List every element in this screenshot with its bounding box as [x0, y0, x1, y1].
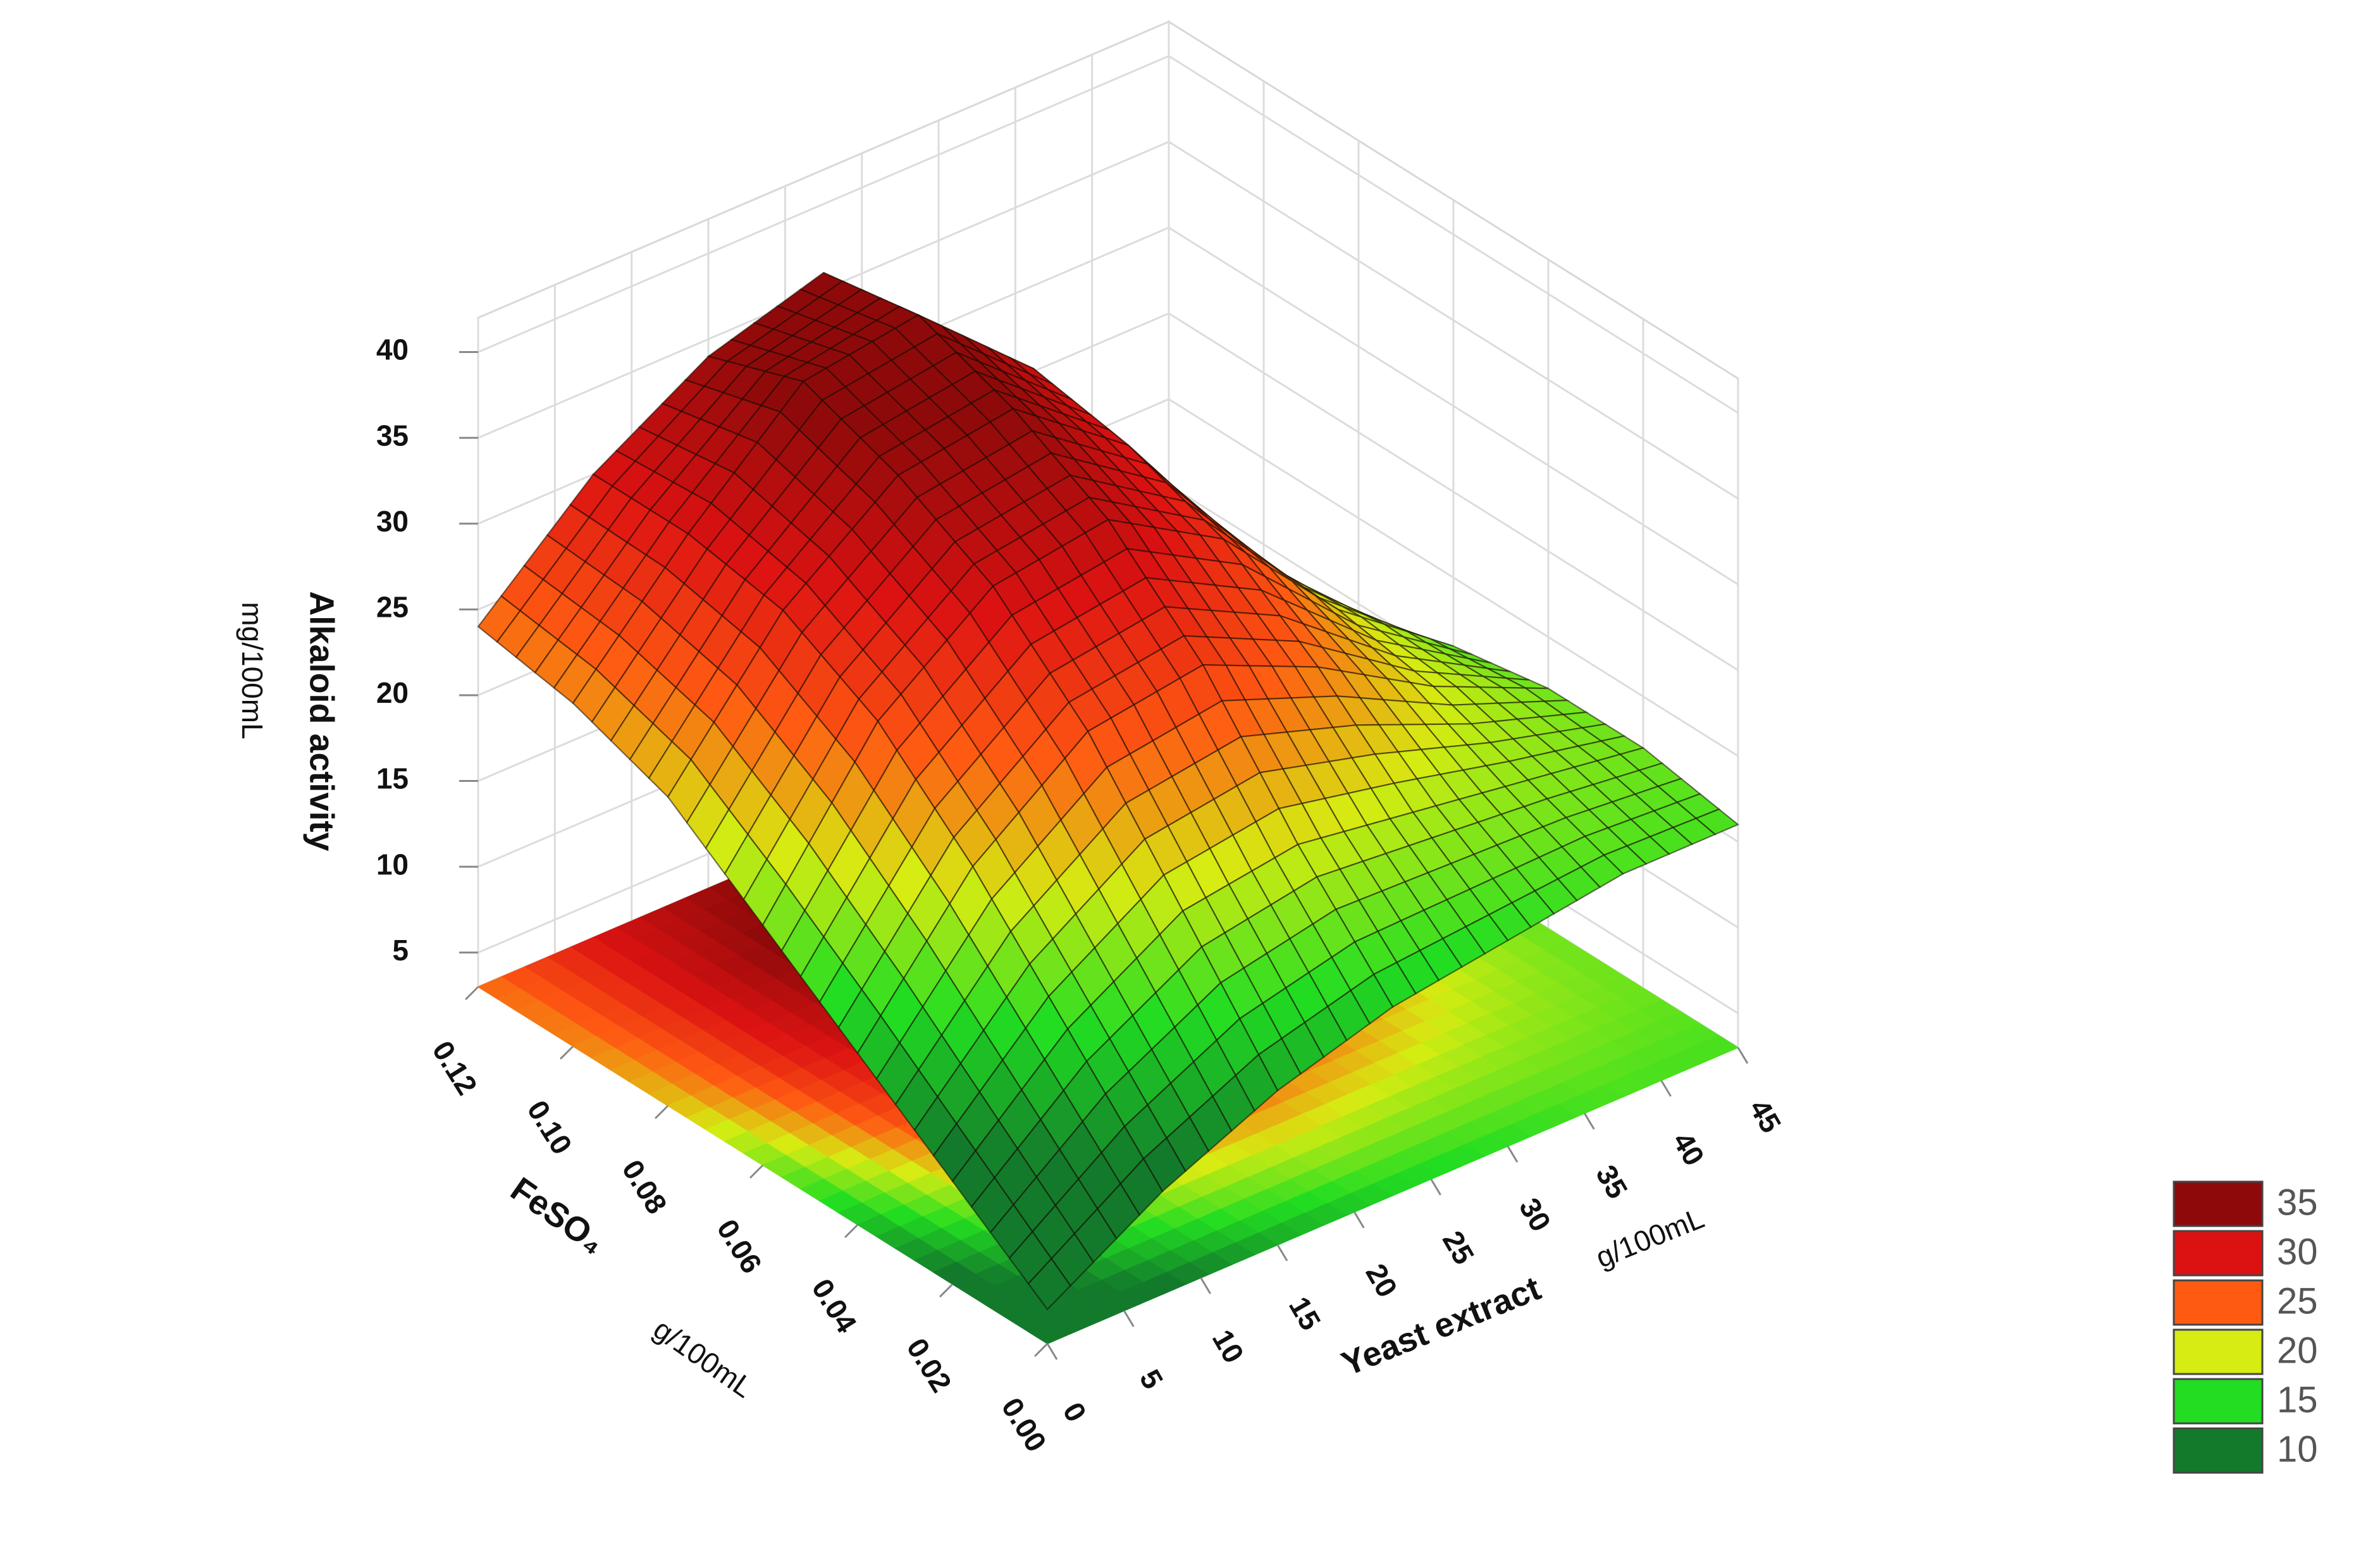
legend-label: 35	[2277, 1182, 2318, 1223]
y-tick	[654, 1105, 669, 1120]
x-tick	[1737, 1047, 1749, 1064]
y-tick	[559, 1045, 574, 1060]
z-axis-title: Alkaloid activity	[303, 591, 341, 851]
z-axis-unit: mg/100mL	[236, 602, 269, 739]
z-tick-label: 5	[392, 934, 409, 967]
legend-label: 30	[2277, 1231, 2318, 1272]
legend-swatch	[2173, 1230, 2264, 1277]
y-tick	[939, 1283, 954, 1298]
y-tick	[844, 1223, 859, 1239]
x-tick	[1276, 1244, 1288, 1261]
x-tick	[1200, 1277, 1211, 1294]
legend-swatch	[2173, 1427, 2264, 1474]
legend-label: 20	[2277, 1330, 2318, 1371]
z-tick-label: 10	[376, 848, 409, 881]
z-tick-label: 15	[376, 762, 409, 795]
x-tick	[1046, 1343, 1058, 1360]
z-tick-label: 40	[376, 333, 409, 366]
z-tick-label: 25	[376, 591, 409, 624]
y-tick	[749, 1164, 764, 1179]
y-tick	[1033, 1342, 1049, 1358]
legend-label: 10	[2277, 1428, 2318, 1470]
x-tick	[1507, 1146, 1519, 1163]
z-tick-label: 20	[376, 676, 409, 709]
x-tick	[1660, 1080, 1672, 1097]
y-tick	[464, 986, 479, 1001]
surface-patch	[1027, 1258, 1071, 1311]
surface	[477, 271, 1740, 1311]
x-tick	[1584, 1113, 1595, 1130]
z-tick-label: 35	[376, 419, 409, 452]
legend: 35 30 25 20 15 10	[2173, 1180, 2318, 1474]
legend-swatch	[2173, 1279, 2264, 1326]
legend-label: 25	[2277, 1280, 2318, 1322]
legend-swatch	[2173, 1180, 2264, 1227]
x-tick	[1430, 1179, 1441, 1196]
legend-swatch	[2173, 1328, 2264, 1375]
x-tick	[1353, 1211, 1365, 1229]
legend-swatch	[2173, 1378, 2264, 1425]
floor-contour	[1027, 1321, 1072, 1344]
x-tick	[1123, 1310, 1135, 1327]
legend-label: 15	[2277, 1379, 2318, 1420]
z-tick-label: 30	[376, 505, 409, 538]
